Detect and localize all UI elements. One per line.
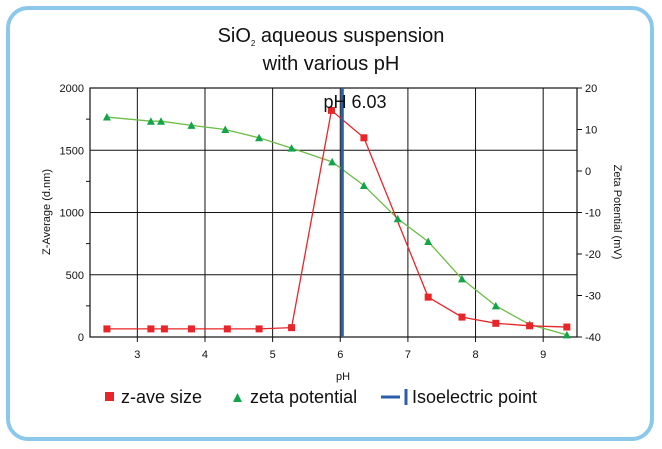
x-tick-label: 9 bbox=[540, 349, 546, 361]
y-left-tick-label: 0 bbox=[78, 332, 84, 344]
series bbox=[102, 88, 571, 339]
zeta-point bbox=[102, 113, 111, 121]
zeta-point bbox=[491, 301, 500, 310]
y-left-tick-label: 500 bbox=[66, 270, 84, 282]
zeta-point bbox=[393, 214, 402, 223]
legend-label-z-ave: z-ave size bbox=[121, 387, 202, 407]
legend-label-zeta: zeta potential bbox=[250, 387, 357, 407]
zeta-point bbox=[146, 117, 155, 125]
y-right-tick-label: -10 bbox=[585, 208, 601, 220]
z-ave-point bbox=[424, 293, 432, 301]
z-ave-point bbox=[563, 323, 571, 331]
legend-label-isoelectric: Isoelectric point bbox=[412, 387, 537, 407]
x-axis-title: pH bbox=[336, 371, 350, 383]
zeta-point bbox=[221, 125, 230, 133]
z-ave-point bbox=[255, 325, 263, 333]
z-ave-point bbox=[223, 325, 231, 333]
legend-marker-triangle bbox=[233, 393, 242, 402]
zeta-point bbox=[255, 133, 264, 142]
y-left-tick-label: 1500 bbox=[60, 145, 84, 157]
zeta-point bbox=[328, 157, 337, 166]
series-line-z-ave-size bbox=[106, 109, 567, 330]
chart-title-line-1: SiO2 aqueous suspension bbox=[218, 25, 445, 48]
zeta-point bbox=[359, 181, 368, 190]
y-left-axis-title: Z-Average (d.nm) bbox=[41, 169, 53, 255]
y-right-tick-label: -30 bbox=[585, 291, 601, 303]
legend: z-ave size zeta potential Isoelectric po… bbox=[105, 387, 537, 407]
z-ave-point bbox=[458, 313, 466, 321]
zeta-point bbox=[424, 237, 433, 246]
y-right-tick-label: 0 bbox=[585, 166, 591, 178]
x-tick-label: 6 bbox=[337, 349, 343, 361]
x-tick-label: 4 bbox=[202, 349, 208, 361]
zeta-point bbox=[458, 274, 467, 283]
title-subscript: 2 bbox=[251, 39, 256, 48]
y-right-tick-label: 10 bbox=[585, 125, 597, 137]
isoelectric-label: pH 6.03 bbox=[323, 92, 386, 112]
x-tick-label: 7 bbox=[405, 349, 411, 361]
z-ave-point bbox=[147, 325, 155, 333]
series-line-zeta-potential bbox=[106, 116, 568, 336]
plot-border bbox=[89, 87, 578, 338]
zeta-point bbox=[187, 121, 196, 129]
legend-marker-square bbox=[105, 392, 114, 401]
x-tick-label: 3 bbox=[134, 349, 140, 361]
zeta-point bbox=[562, 330, 571, 339]
z-ave-point bbox=[187, 325, 195, 333]
x-tick-label: 5 bbox=[270, 349, 276, 361]
zeta-point bbox=[287, 144, 296, 152]
z-ave-point bbox=[160, 325, 168, 333]
z-ave-point bbox=[360, 134, 368, 142]
title-rest: aqueous suspension bbox=[255, 25, 444, 47]
y-left-tick-label: 2000 bbox=[60, 83, 84, 95]
y-right-tick-label: 20 bbox=[585, 83, 597, 95]
z-ave-point bbox=[526, 322, 534, 330]
chart-frame bbox=[6, 6, 654, 441]
chart-title-line-2: with various pH bbox=[262, 53, 400, 75]
z-ave-point bbox=[288, 324, 296, 332]
y-right-tick-label: -20 bbox=[585, 249, 601, 261]
zeta-point bbox=[157, 117, 166, 125]
y-left-tick-label: 1000 bbox=[60, 208, 84, 220]
y-right-tick-label: -40 bbox=[585, 332, 601, 344]
z-ave-point bbox=[103, 325, 111, 333]
z-ave-point bbox=[492, 319, 500, 327]
grid bbox=[90, 87, 577, 338]
axes: 3 4 5 6 7 8 9 0 500 1000 1500 2000 -40 -30 -20 -10 0 10 20 bbox=[60, 83, 601, 361]
title-sio: SiO bbox=[218, 25, 251, 47]
z-ave-point bbox=[327, 106, 335, 114]
x-tick-label: 8 bbox=[472, 349, 478, 361]
y-right-axis-title: Zeta Potential (mV) bbox=[611, 165, 623, 260]
